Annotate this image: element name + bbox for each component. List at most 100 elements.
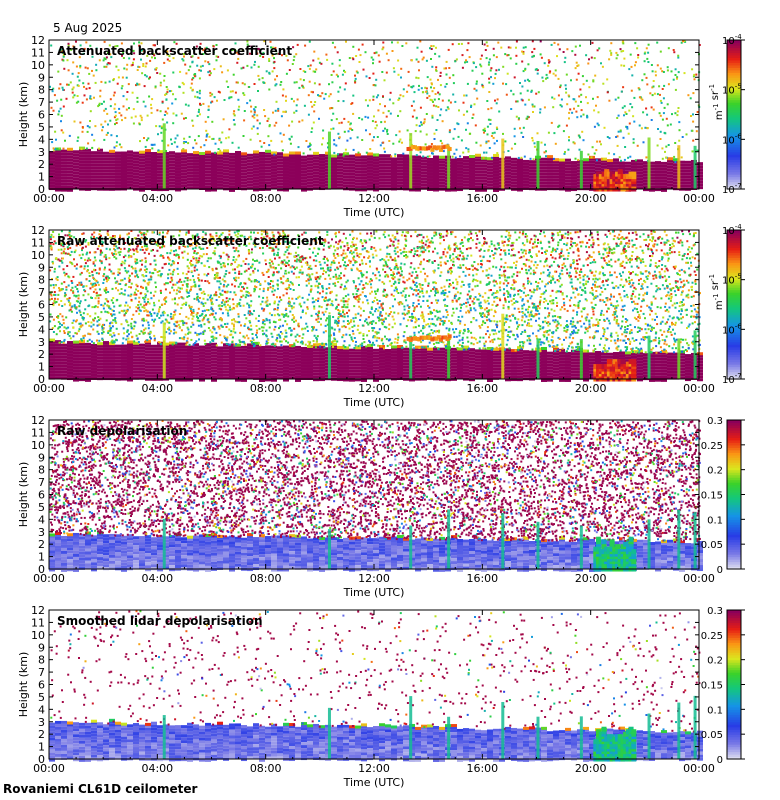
colorbar-tick-label: 0.05 [701,540,723,551]
colorbar-segment [727,516,741,520]
y-tick-label: 5 [38,311,45,324]
y-tick-label: 10 [31,439,45,452]
colorbar-segment [727,351,741,355]
colorbar-segment [727,716,741,720]
colorbar-segment [727,564,741,568]
colorbar-segment [727,369,741,373]
colorbar-segment [727,294,741,298]
colorbar-segment [727,264,741,268]
colorbar-segment [727,262,741,266]
x-axis-label: Time (UTC) [343,396,405,409]
colorbar-segment [727,154,741,158]
colorbar-segment [727,376,741,380]
y-tick-label: 10 [31,59,45,72]
colorbar-segment [727,496,741,501]
colorbar-segment [727,467,741,471]
colorbar-tick-label: 0.1 [707,515,723,526]
x-axis-label: Time (UTC) [343,586,405,599]
colorbar-segment [727,684,741,688]
colorbar-segment [727,701,741,705]
x-tick-label: 00:00 [33,382,65,395]
colorbar-segment [727,691,741,696]
y-tick-label: 8 [38,84,45,97]
colorbar-segment [727,714,741,718]
y-axis-label: Height (km) [17,82,30,148]
colorbar-segment [727,501,741,506]
colorbar-segment [727,124,741,128]
colorbar-tick-label: 0.05 [701,730,723,741]
colorbar-segment [727,302,741,306]
colorbar-segment [727,257,741,261]
colorbar-segment [727,336,741,340]
colorbar-segment [727,159,741,163]
colorbar-segment [727,64,741,68]
x-tick-label: 16:00 [466,572,498,585]
colorbar-segment [727,529,741,533]
y-tick-label: 1 [38,171,45,184]
colorbar-segment [727,699,741,703]
y-tick-label: 7 [38,286,45,299]
y-axis-label: Height (km) [17,652,30,718]
colorbar-segment [727,82,741,86]
y-tick-label: 2 [38,728,45,741]
colorbar-segment [727,254,741,258]
colorbar-segment [727,92,741,96]
colorbar-tick-label: 0.2 [707,466,723,477]
colorbar-segment [727,526,741,530]
colorbar-segment [727,541,741,545]
colorbar-segment [727,729,741,733]
colorbar-segment [727,554,741,558]
colorbar-segment [727,181,741,185]
colorbar-segment [727,642,741,646]
y-tick-label: 0 [38,753,45,766]
colorbar-segment [727,102,741,106]
colorbar-segment [727,686,741,691]
colorbar-segment [727,44,741,49]
colorbar-segment [727,174,741,178]
colorbar-segment [727,551,741,555]
colorbar-segment [727,232,741,236]
colorbar-segment [727,736,741,740]
colorbar-segment [727,230,741,234]
colorbar-segment [727,756,741,760]
date-label: 5 Aug 2025 [53,21,122,35]
colorbar-segment [727,99,741,103]
colorbar-segment [727,339,741,343]
colorbar-segment [727,739,741,743]
colorbar-segment [727,559,741,563]
y-tick-label: 3 [38,716,45,729]
colorbar-segment [727,97,741,101]
colorbar-segment [727,319,741,323]
colorbar-segment [727,346,741,350]
colorbar-segment [727,610,741,614]
colorbar-segment [727,612,741,616]
colorbar-segment [727,662,741,666]
colorbar-segment [727,237,741,241]
colorbar-segment [727,107,741,111]
y-tick-label: 8 [38,274,45,287]
x-tick-label: 16:00 [466,192,498,205]
y-tick-label: 7 [38,476,45,489]
x-tick-label: 20:00 [575,762,607,775]
colorbar-segment [727,754,741,758]
y-tick-label: 4 [38,513,45,526]
x-tick-label: 20:00 [575,382,607,395]
colorbar-segment [727,40,741,44]
x-tick-label: 20:00 [575,572,607,585]
colorbar-segment [727,269,741,273]
colorbar-segment [727,447,741,451]
colorbar-segment [727,89,741,93]
y-tick-label: 11 [31,616,45,629]
y-tick-label: 1 [38,361,45,374]
colorbar-segment [727,649,741,653]
colorbar-segment [727,114,741,118]
colorbar-segment [727,299,741,303]
colorbar-segment [727,734,741,738]
colorbar-segment [727,149,741,153]
colorbar-segment [727,306,741,311]
colorbar-segment [727,689,741,693]
colorbar-segment [727,492,741,496]
colorbar-segment [727,531,741,535]
y-tick-label: 5 [38,501,45,514]
y-tick-label: 8 [38,464,45,477]
